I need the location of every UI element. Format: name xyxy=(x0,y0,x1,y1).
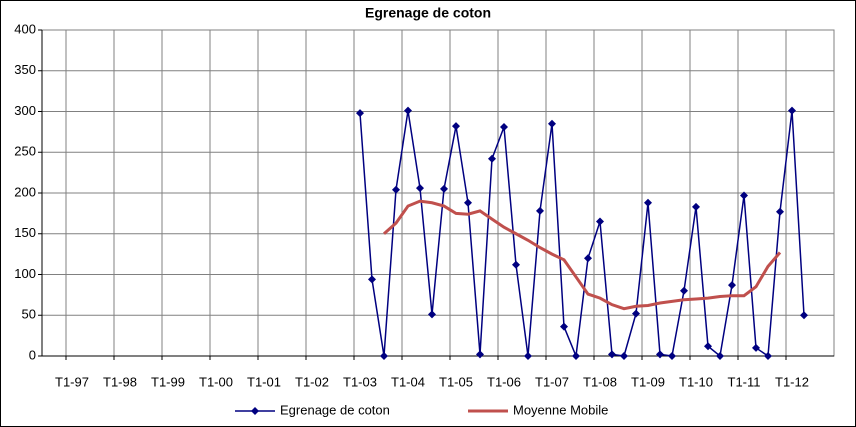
data-point xyxy=(752,343,760,352)
data-point xyxy=(524,352,532,360)
y-tick-label: 200 xyxy=(14,184,36,199)
x-tick-label: T1-09 xyxy=(631,374,665,389)
data-point xyxy=(500,122,508,131)
data-point xyxy=(548,119,556,128)
data-point xyxy=(368,275,376,284)
legend-label: Moyenne Mobile xyxy=(513,402,608,417)
x-tick-label: T1-04 xyxy=(391,374,425,389)
y-tick-label: 0 xyxy=(29,347,36,362)
data-point xyxy=(572,352,580,360)
x-tick-label: T1-05 xyxy=(439,374,473,389)
data-point xyxy=(776,207,784,216)
data-point xyxy=(536,206,544,215)
data-point xyxy=(356,109,364,118)
data-point xyxy=(704,342,712,351)
data-point xyxy=(404,106,412,115)
chart-title: Egrenage de coton xyxy=(365,5,491,21)
data-point xyxy=(596,217,604,226)
data-point xyxy=(788,106,796,115)
data-point xyxy=(392,185,400,194)
data-point xyxy=(692,202,700,211)
data-point xyxy=(740,191,748,200)
data-point xyxy=(656,350,664,359)
x-tick-label: T1-02 xyxy=(295,374,329,389)
series-line xyxy=(383,199,782,311)
x-tick-label: T1-01 xyxy=(247,374,281,389)
data-point xyxy=(584,254,592,263)
data-point xyxy=(560,322,568,331)
data-point xyxy=(608,350,616,359)
legend-label: Egrenage de coton xyxy=(280,402,390,417)
data-point xyxy=(440,184,448,193)
x-tick-label: T1-08 xyxy=(583,374,617,389)
data-point xyxy=(416,184,424,193)
data-point xyxy=(764,352,772,360)
y-tick-label: 250 xyxy=(14,144,36,159)
y-tick-label: 100 xyxy=(14,266,36,281)
x-tick-label: T1-97 xyxy=(55,374,89,389)
data-point xyxy=(632,309,640,318)
x-tick-label: T1-06 xyxy=(487,374,521,389)
x-tick-label: T1-11 xyxy=(728,374,761,389)
data-point xyxy=(428,310,436,319)
y-tick-label: 400 xyxy=(14,21,36,36)
y-tick-label: 50 xyxy=(22,307,36,322)
data-point xyxy=(464,198,472,207)
data-point xyxy=(380,352,388,360)
y-tick-label: 300 xyxy=(14,103,36,118)
data-point xyxy=(620,352,628,360)
y-tick-label: 350 xyxy=(14,62,36,77)
x-tick-label: T1-03 xyxy=(343,374,377,389)
data-point xyxy=(680,286,688,295)
data-point xyxy=(728,281,736,290)
data-point xyxy=(512,260,520,269)
x-tick-label: T1-98 xyxy=(103,374,137,389)
y-tick-label: 150 xyxy=(14,225,36,240)
x-tick-label: T1-10 xyxy=(679,374,713,389)
data-point xyxy=(716,352,724,360)
x-tick-label: T1-07 xyxy=(535,374,569,389)
x-tick-label: T1-12 xyxy=(775,374,809,389)
x-tick-label: T1-00 xyxy=(199,374,233,389)
legend-marker xyxy=(251,407,259,415)
data-point xyxy=(644,198,652,207)
x-tick-label: T1-99 xyxy=(151,374,185,389)
data-point xyxy=(800,311,808,320)
data-point xyxy=(668,352,676,360)
data-point xyxy=(452,122,460,131)
data-point xyxy=(488,154,496,163)
data-point xyxy=(476,350,484,359)
